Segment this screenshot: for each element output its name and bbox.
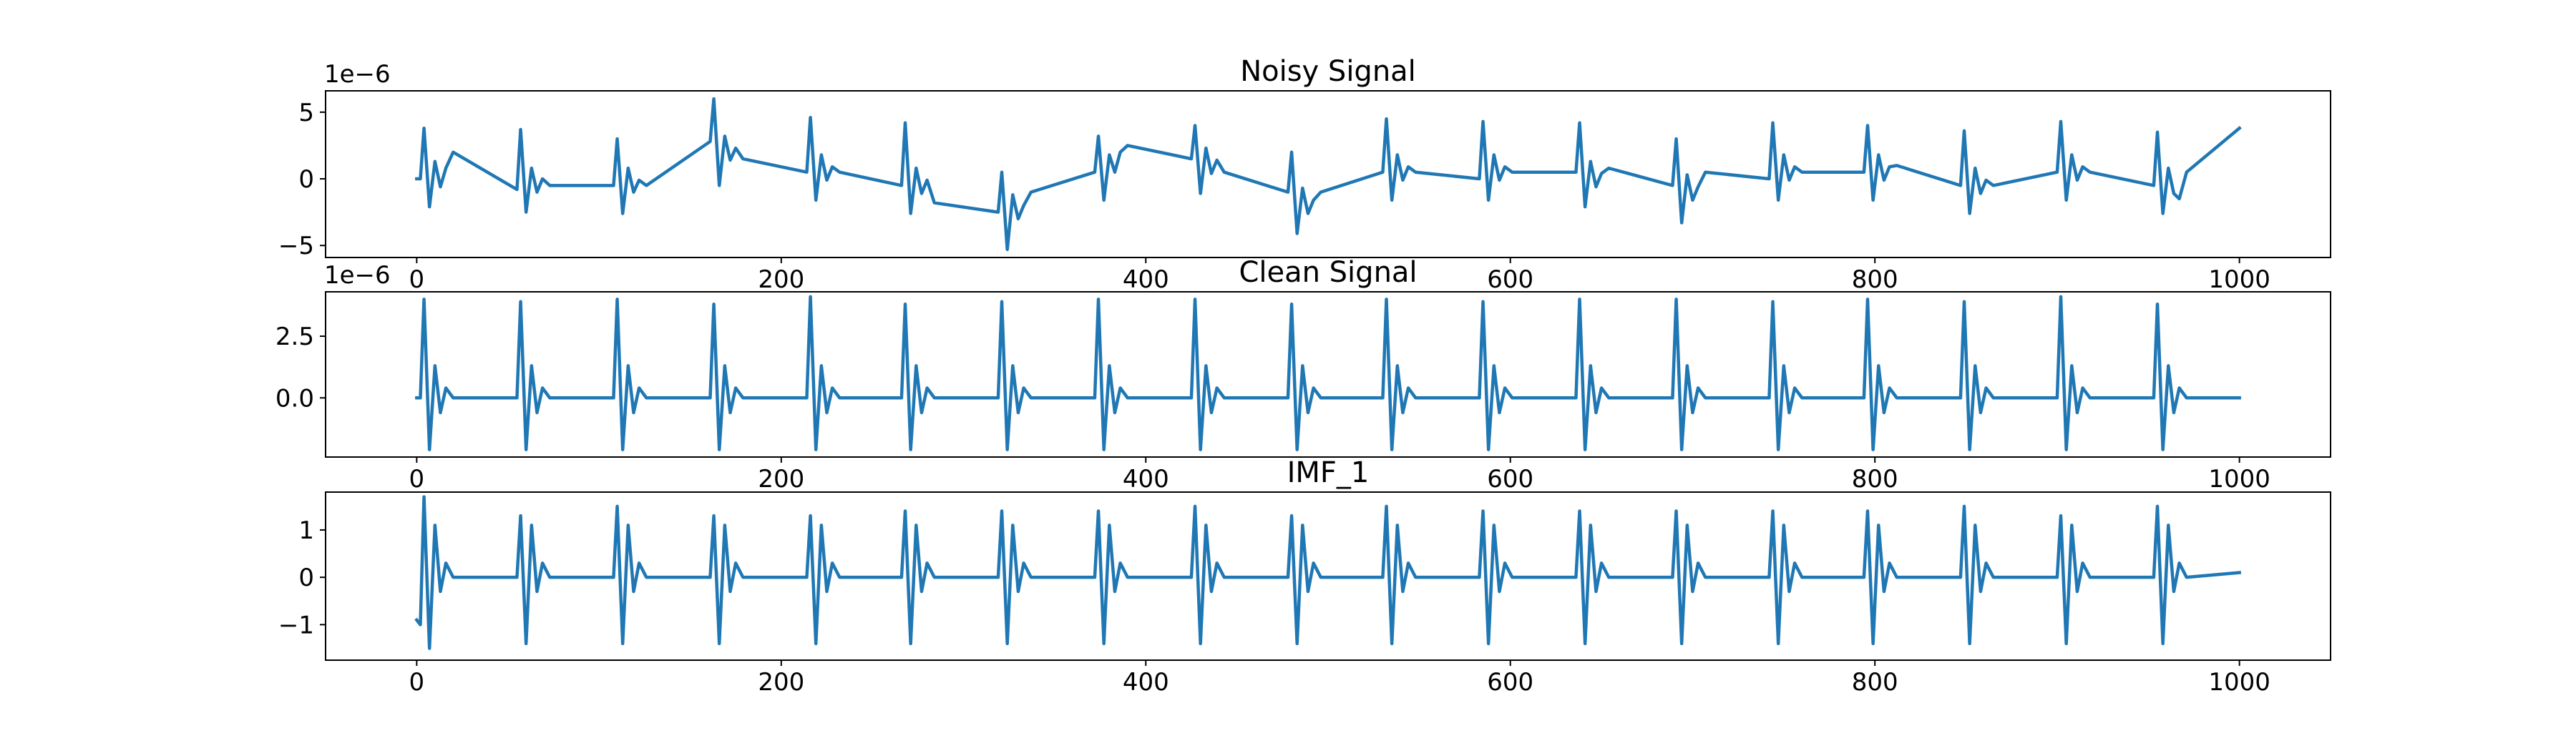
subplot: 0 200 400 600 800 1000 0.0 2.5 1e−6 Clean Signal: [275, 256, 2331, 494]
x-tick-label: 800: [1852, 465, 1898, 494]
plot-area: [414, 495, 2242, 650]
axes-frame: [325, 491, 2331, 661]
offset-text: 1e−6: [324, 261, 391, 290]
x-tick-label: 400: [1123, 265, 1169, 294]
x-tick-label: 200: [758, 465, 804, 494]
x-tick-label: 800: [1852, 668, 1898, 697]
x-tick-label: 200: [758, 265, 804, 294]
signal-line: [414, 495, 2242, 650]
offset-text: 1e−6: [324, 60, 391, 89]
axes-frame: [325, 90, 2331, 258]
x-tick-label: 200: [758, 668, 804, 697]
y-tick-label: 2.5: [275, 323, 314, 351]
signal-line: [415, 295, 2241, 451]
subplot: 0 200 400 600 800 1000 −5 0 5 1e−6 Noisy Signal: [278, 55, 2331, 294]
x-tick-label: 0: [409, 265, 425, 294]
y-tick-label: −1: [278, 611, 314, 639]
y-tick-label: 0: [298, 564, 314, 592]
x-tick-label: 400: [1123, 465, 1169, 494]
subplot-title: Noisy Signal: [1240, 55, 1416, 88]
x-tick-label: 600: [1487, 265, 1533, 294]
y-tick-label: 5: [298, 99, 314, 127]
y-tick-label: −5: [278, 232, 314, 260]
subplot-title: Clean Signal: [1239, 256, 1417, 289]
x-tick-label: 800: [1852, 265, 1898, 294]
x-tick-label: 0: [409, 465, 425, 494]
y-tick-label: 0: [298, 165, 314, 194]
x-tick-label: 600: [1487, 465, 1533, 494]
x-tick-label: 400: [1123, 668, 1169, 697]
subplot-title: IMF_1: [1287, 456, 1370, 489]
axes-frame: [325, 291, 2331, 458]
subplot: 0 200 400 600 800 1000 −1 0 1 IMF_1: [278, 456, 2331, 697]
x-tick-label: 600: [1487, 668, 1533, 697]
y-tick-label: 1: [298, 516, 314, 545]
signal-line: [415, 97, 2242, 252]
x-tick-label: 0: [409, 668, 425, 697]
plot-area: [415, 97, 2242, 252]
y-tick-label: 0.0: [275, 384, 314, 413]
x-tick-label: 1000: [2208, 668, 2270, 697]
plot-area: [415, 295, 2241, 451]
x-tick-label: 1000: [2208, 265, 2270, 294]
x-tick-label: 1000: [2208, 465, 2270, 494]
